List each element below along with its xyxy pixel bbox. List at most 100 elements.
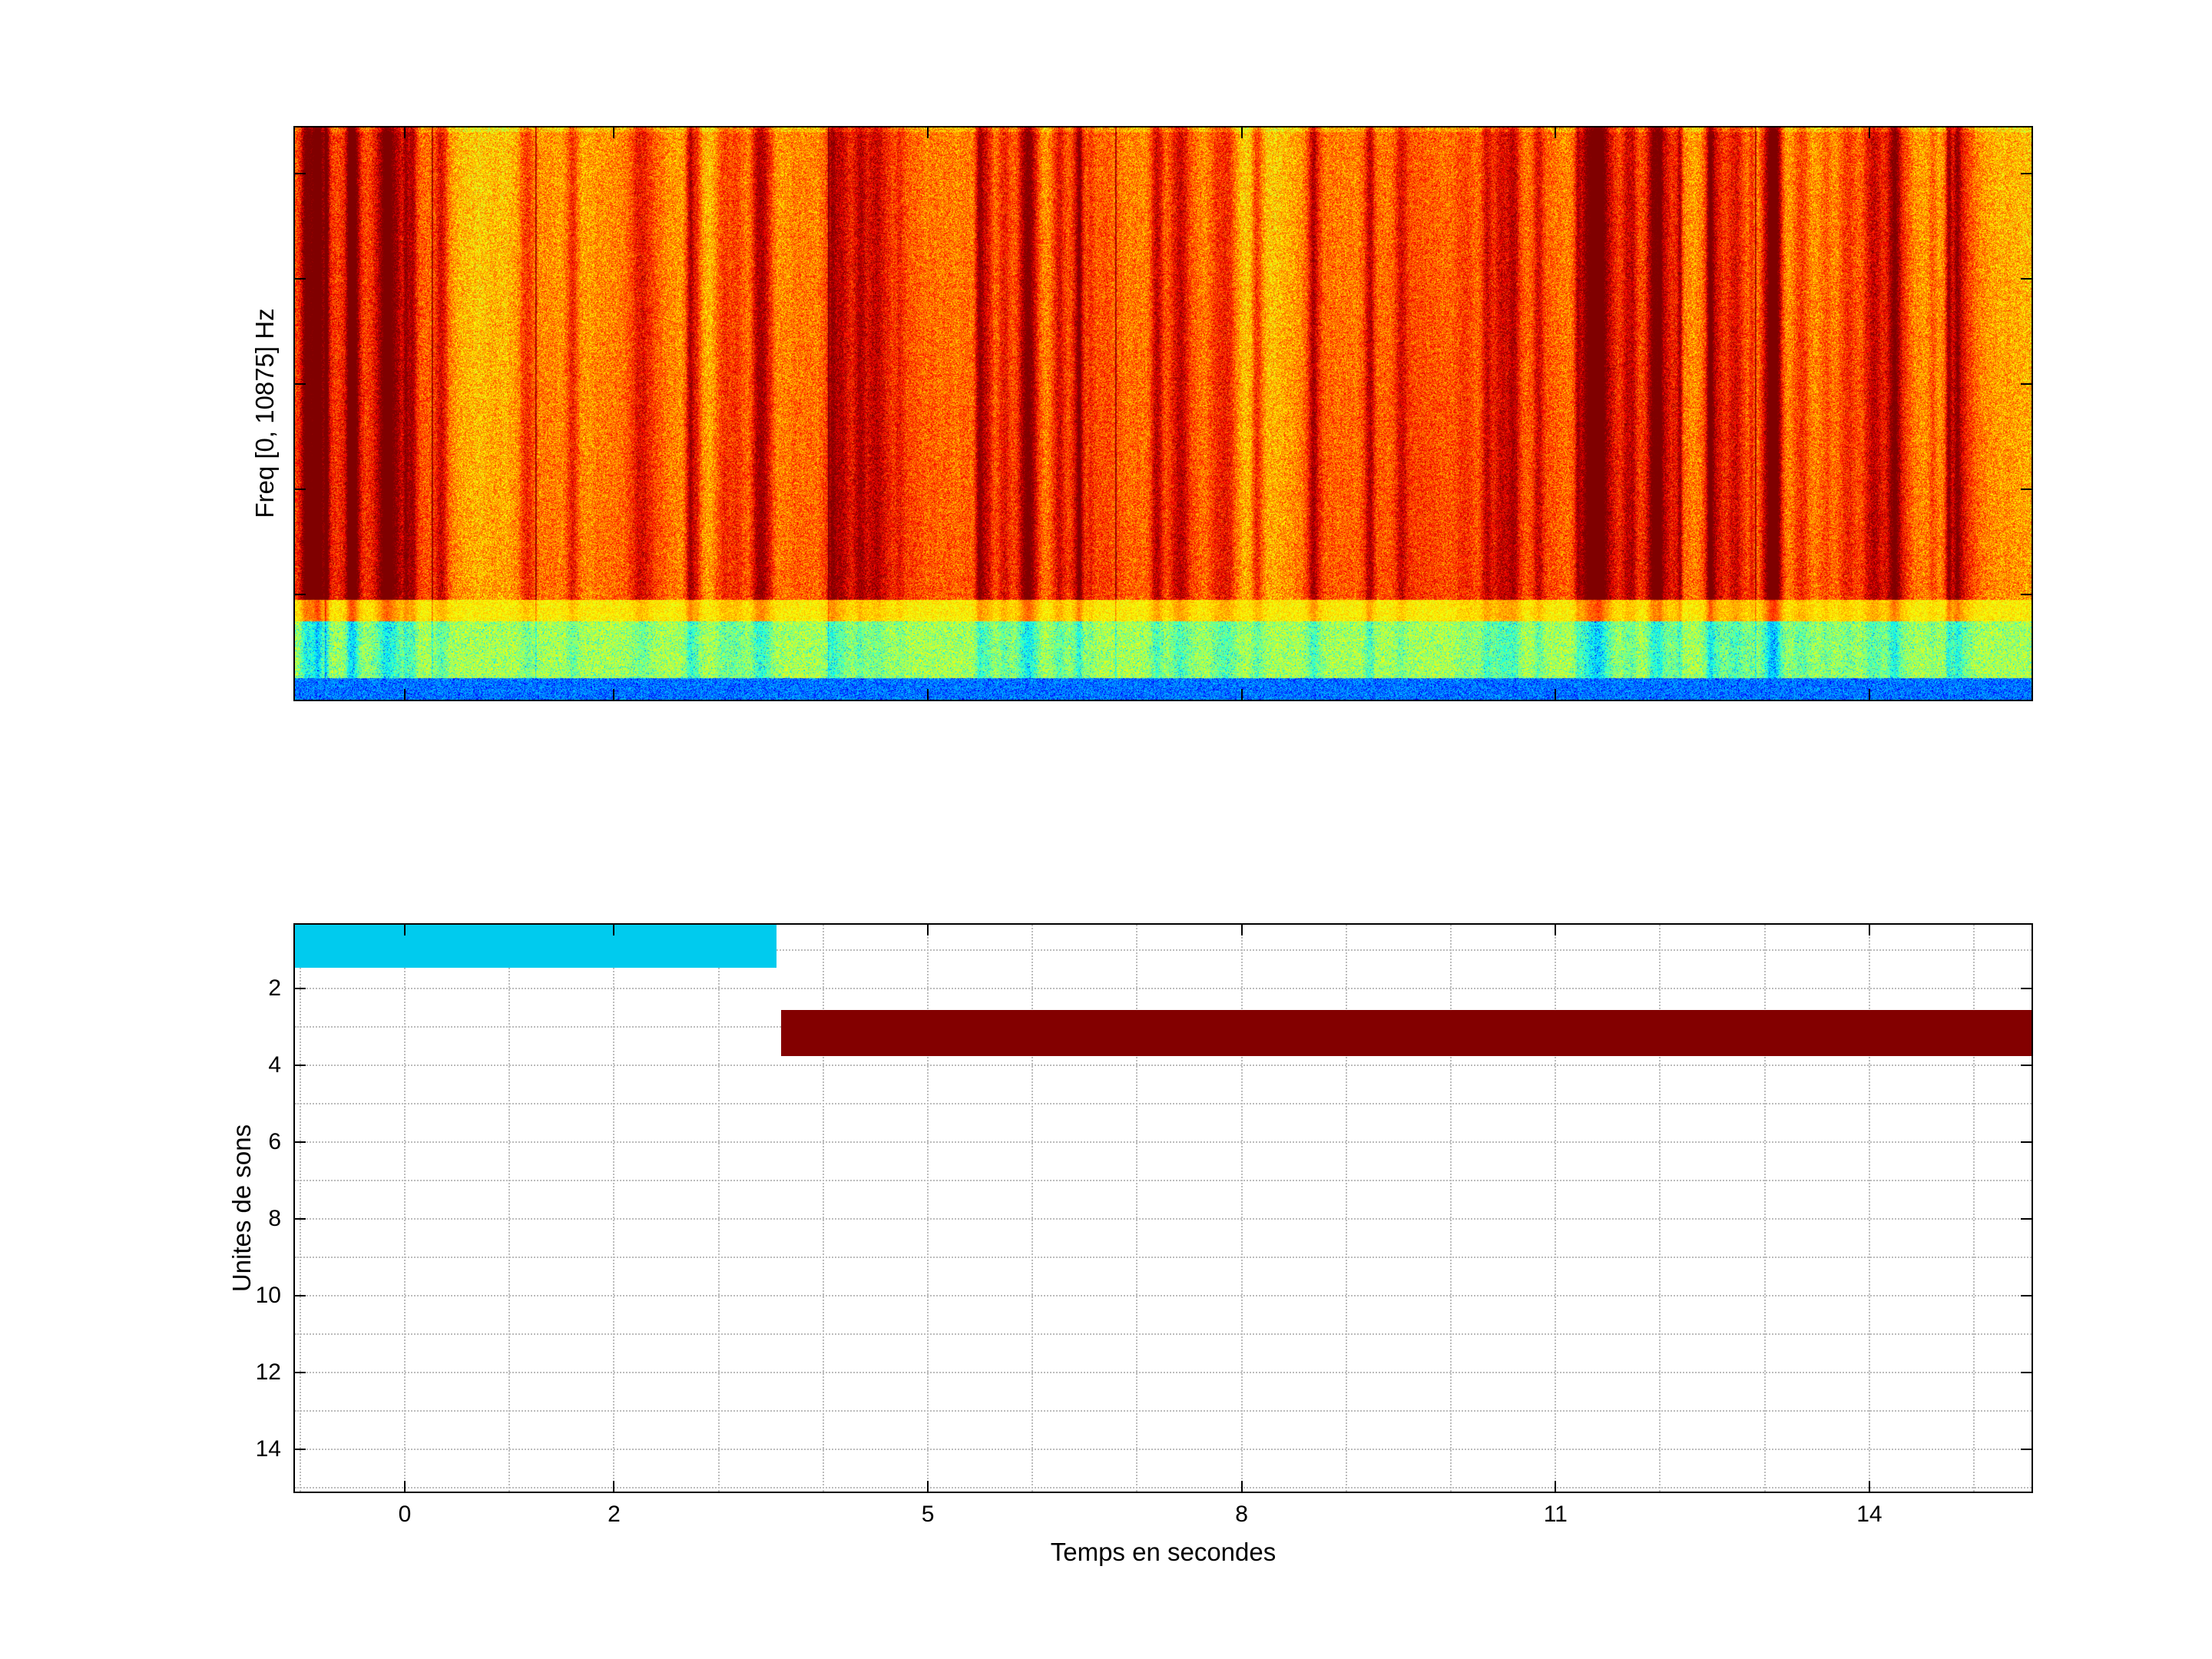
ytick-mark xyxy=(295,1218,306,1220)
grid-line-vertical xyxy=(1031,925,1034,1492)
xtick-mark xyxy=(1555,1481,1557,1492)
grid-line-vertical xyxy=(299,925,301,1492)
grid-line-vertical xyxy=(822,925,824,1492)
grid-line-vertical xyxy=(1240,925,1243,1492)
spectrogram-ytick-mark xyxy=(295,593,306,595)
ytick-mark xyxy=(2021,1295,2032,1297)
grid-line-horizontal xyxy=(295,988,2032,990)
grid-line-vertical xyxy=(1345,925,1347,1492)
grid-line-horizontal xyxy=(295,1449,2032,1451)
grid-line-vertical xyxy=(717,925,720,1492)
grid-line-horizontal xyxy=(295,1410,2032,1412)
xtick-mark xyxy=(613,925,615,935)
spectrogram-ytick-mark xyxy=(2021,382,2032,385)
xtick-label: 8 xyxy=(1235,1502,1248,1527)
spectrogram-ytick-mark xyxy=(2021,488,2032,490)
spectrogram-ylabel: Freq [0, 10875] Hz xyxy=(250,308,279,518)
unit-1-segment xyxy=(295,925,777,968)
grid-line-vertical xyxy=(508,925,511,1492)
spectrogram-xtick-mark xyxy=(1555,127,1557,138)
spectrogram-xtick-mark xyxy=(613,127,615,138)
ytick-mark xyxy=(2021,1449,2032,1451)
spectrogram-xtick-mark xyxy=(1868,689,1870,700)
ytick-mark xyxy=(295,1449,306,1451)
xtick-mark xyxy=(1555,925,1557,935)
xtick-mark xyxy=(927,1481,929,1492)
xtick-mark xyxy=(1868,925,1870,935)
unit-3-segment xyxy=(781,1009,2032,1056)
xtick-mark xyxy=(1240,925,1243,935)
grid-line-horizontal xyxy=(295,1065,2032,1067)
spectrogram-xtick-mark xyxy=(1868,127,1870,138)
grid-line-vertical xyxy=(1555,925,1557,1492)
ytick-label: 10 xyxy=(255,1283,281,1309)
xtick-mark xyxy=(404,1481,406,1492)
spectrogram-xtick-mark xyxy=(927,127,929,138)
grid-line-horizontal xyxy=(295,1103,2032,1105)
ytick-label: 14 xyxy=(255,1436,281,1462)
spectrogram-ytick-mark xyxy=(2021,277,2032,280)
grid-line-horizontal xyxy=(295,1180,2032,1182)
spectrogram-ytick-mark xyxy=(2021,593,2032,595)
grid-line-vertical xyxy=(1659,925,1661,1492)
ytick-mark xyxy=(2021,1141,2032,1144)
spectrogram-xtick-mark xyxy=(1240,689,1243,700)
grid-line-vertical xyxy=(1868,925,1870,1492)
units-subplot: Temps en secondes 0 2 5 8 11 14 2 4 6 8 10 12 14 xyxy=(256,923,2033,1566)
spectrogram-ytick-mark xyxy=(295,488,306,490)
grid-line-vertical xyxy=(404,925,406,1492)
xtick-mark xyxy=(1868,1481,1870,1492)
ytick-label: 8 xyxy=(268,1206,281,1232)
grid-line-vertical xyxy=(613,925,615,1492)
spectrogram-xtick-mark xyxy=(1240,127,1243,138)
xaxis-label: Temps en secondes xyxy=(1050,1538,1277,1566)
xtick-label: 2 xyxy=(608,1502,621,1527)
spectrogram-image xyxy=(295,127,2032,700)
spectrogram-ytick-mark xyxy=(295,277,306,280)
xtick-label: 0 xyxy=(398,1502,412,1527)
ytick-mark xyxy=(295,1295,306,1297)
ytick-mark xyxy=(295,988,306,990)
xtick-label: 11 xyxy=(1543,1502,1568,1527)
units-axes xyxy=(293,923,2033,1493)
ytick-mark xyxy=(295,1141,306,1144)
ytick-mark xyxy=(295,1065,306,1067)
ytick-mark xyxy=(2021,1372,2032,1374)
grid-line-vertical xyxy=(1763,925,1766,1492)
units-ylabel: Unites de sons xyxy=(227,1124,256,1293)
spectrogram-xtick-mark xyxy=(927,689,929,700)
ytick-label: 2 xyxy=(268,975,281,1002)
grid-line-horizontal xyxy=(295,1333,2032,1336)
ytick-mark xyxy=(2021,988,2032,990)
grid-line-horizontal xyxy=(295,1487,2032,1488)
spectrogram-ytick-mark xyxy=(2021,172,2032,174)
grid-line-horizontal xyxy=(295,1257,2032,1259)
spectrogram-ytick-mark xyxy=(295,172,306,174)
grid-line-vertical xyxy=(1973,925,1975,1492)
ytick-mark xyxy=(2021,1218,2032,1220)
ytick-mark xyxy=(2021,1065,2032,1067)
ytick-label: 6 xyxy=(268,1129,281,1155)
xtick-mark xyxy=(613,1481,615,1492)
spectrogram-ytick-mark xyxy=(295,382,306,385)
ytick-mark xyxy=(295,1372,306,1374)
xtick-label: 5 xyxy=(921,1502,935,1527)
grid-line-horizontal xyxy=(295,1372,2032,1374)
xtick-mark xyxy=(1240,1481,1243,1492)
spectrogram-xtick-mark xyxy=(404,127,406,138)
spectrogram-xtick-mark xyxy=(1555,689,1557,700)
xtick-mark xyxy=(927,925,929,935)
spectrogram-xtick-mark xyxy=(404,689,406,700)
xtick-label: 14 xyxy=(1856,1502,1883,1527)
grid-line-horizontal xyxy=(295,1295,2032,1297)
spectrogram-axes xyxy=(293,126,2033,701)
ytick-label: 4 xyxy=(268,1052,281,1078)
grid-line-horizontal xyxy=(295,1218,2032,1220)
ytick-label: 12 xyxy=(255,1359,281,1386)
grid-line-vertical xyxy=(1450,925,1452,1492)
spectrogram-xtick-mark xyxy=(613,689,615,700)
grid-line-horizontal xyxy=(295,949,2032,952)
grid-line-vertical xyxy=(1136,925,1138,1492)
xtick-mark xyxy=(404,925,406,935)
